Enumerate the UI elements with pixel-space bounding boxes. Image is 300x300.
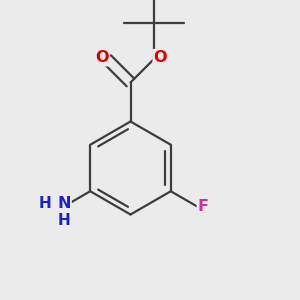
Text: O: O xyxy=(95,50,109,65)
Text: H: H xyxy=(39,196,52,211)
Text: N: N xyxy=(58,196,71,211)
Text: F: F xyxy=(198,199,209,214)
Text: O: O xyxy=(154,50,167,65)
Text: H: H xyxy=(58,213,70,228)
